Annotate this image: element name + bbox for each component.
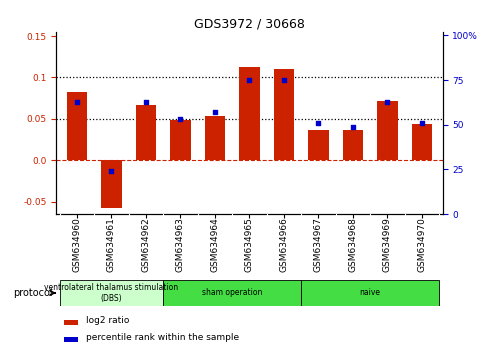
Text: GSM634965: GSM634965 xyxy=(244,217,253,272)
Point xyxy=(210,109,218,115)
Title: GDS3972 / 30668: GDS3972 / 30668 xyxy=(194,18,304,31)
Point xyxy=(245,77,253,83)
Text: GSM634964: GSM634964 xyxy=(210,217,219,272)
Point xyxy=(142,99,149,104)
Point xyxy=(280,77,287,83)
Bar xyxy=(204,115,225,160)
Text: ventrolateral thalamus stimulation
(DBS): ventrolateral thalamus stimulation (DBS) xyxy=(44,283,178,303)
Bar xyxy=(376,102,397,160)
Bar xyxy=(307,130,328,160)
Bar xyxy=(163,280,301,306)
Point xyxy=(73,99,81,104)
Text: GSM634968: GSM634968 xyxy=(347,217,357,272)
Bar xyxy=(66,92,87,160)
Point xyxy=(107,169,115,174)
Point xyxy=(417,120,425,126)
Text: GSM634960: GSM634960 xyxy=(72,217,81,272)
Bar xyxy=(64,337,78,343)
Bar xyxy=(64,320,78,325)
Text: GSM634967: GSM634967 xyxy=(313,217,322,272)
Text: percentile rank within the sample: percentile rank within the sample xyxy=(85,333,238,342)
Bar xyxy=(101,160,122,207)
Text: GSM634961: GSM634961 xyxy=(107,217,116,272)
Point xyxy=(176,116,184,122)
Text: naive: naive xyxy=(359,289,380,297)
Bar xyxy=(301,280,438,306)
Text: GSM634962: GSM634962 xyxy=(141,217,150,272)
Bar xyxy=(170,120,190,160)
Bar xyxy=(411,124,431,160)
Bar xyxy=(60,280,163,306)
Bar xyxy=(273,69,294,160)
Text: GSM634966: GSM634966 xyxy=(279,217,288,272)
Text: sham operation: sham operation xyxy=(202,289,262,297)
Point xyxy=(314,120,322,126)
Point xyxy=(383,99,390,104)
Text: GSM634969: GSM634969 xyxy=(382,217,391,272)
Text: log2 ratio: log2 ratio xyxy=(85,316,129,325)
Text: protocol: protocol xyxy=(13,288,53,298)
Text: GSM634970: GSM634970 xyxy=(416,217,426,272)
Point xyxy=(348,124,356,130)
Bar xyxy=(135,105,156,160)
Bar xyxy=(342,131,363,160)
Bar xyxy=(239,67,259,160)
Text: GSM634963: GSM634963 xyxy=(176,217,184,272)
